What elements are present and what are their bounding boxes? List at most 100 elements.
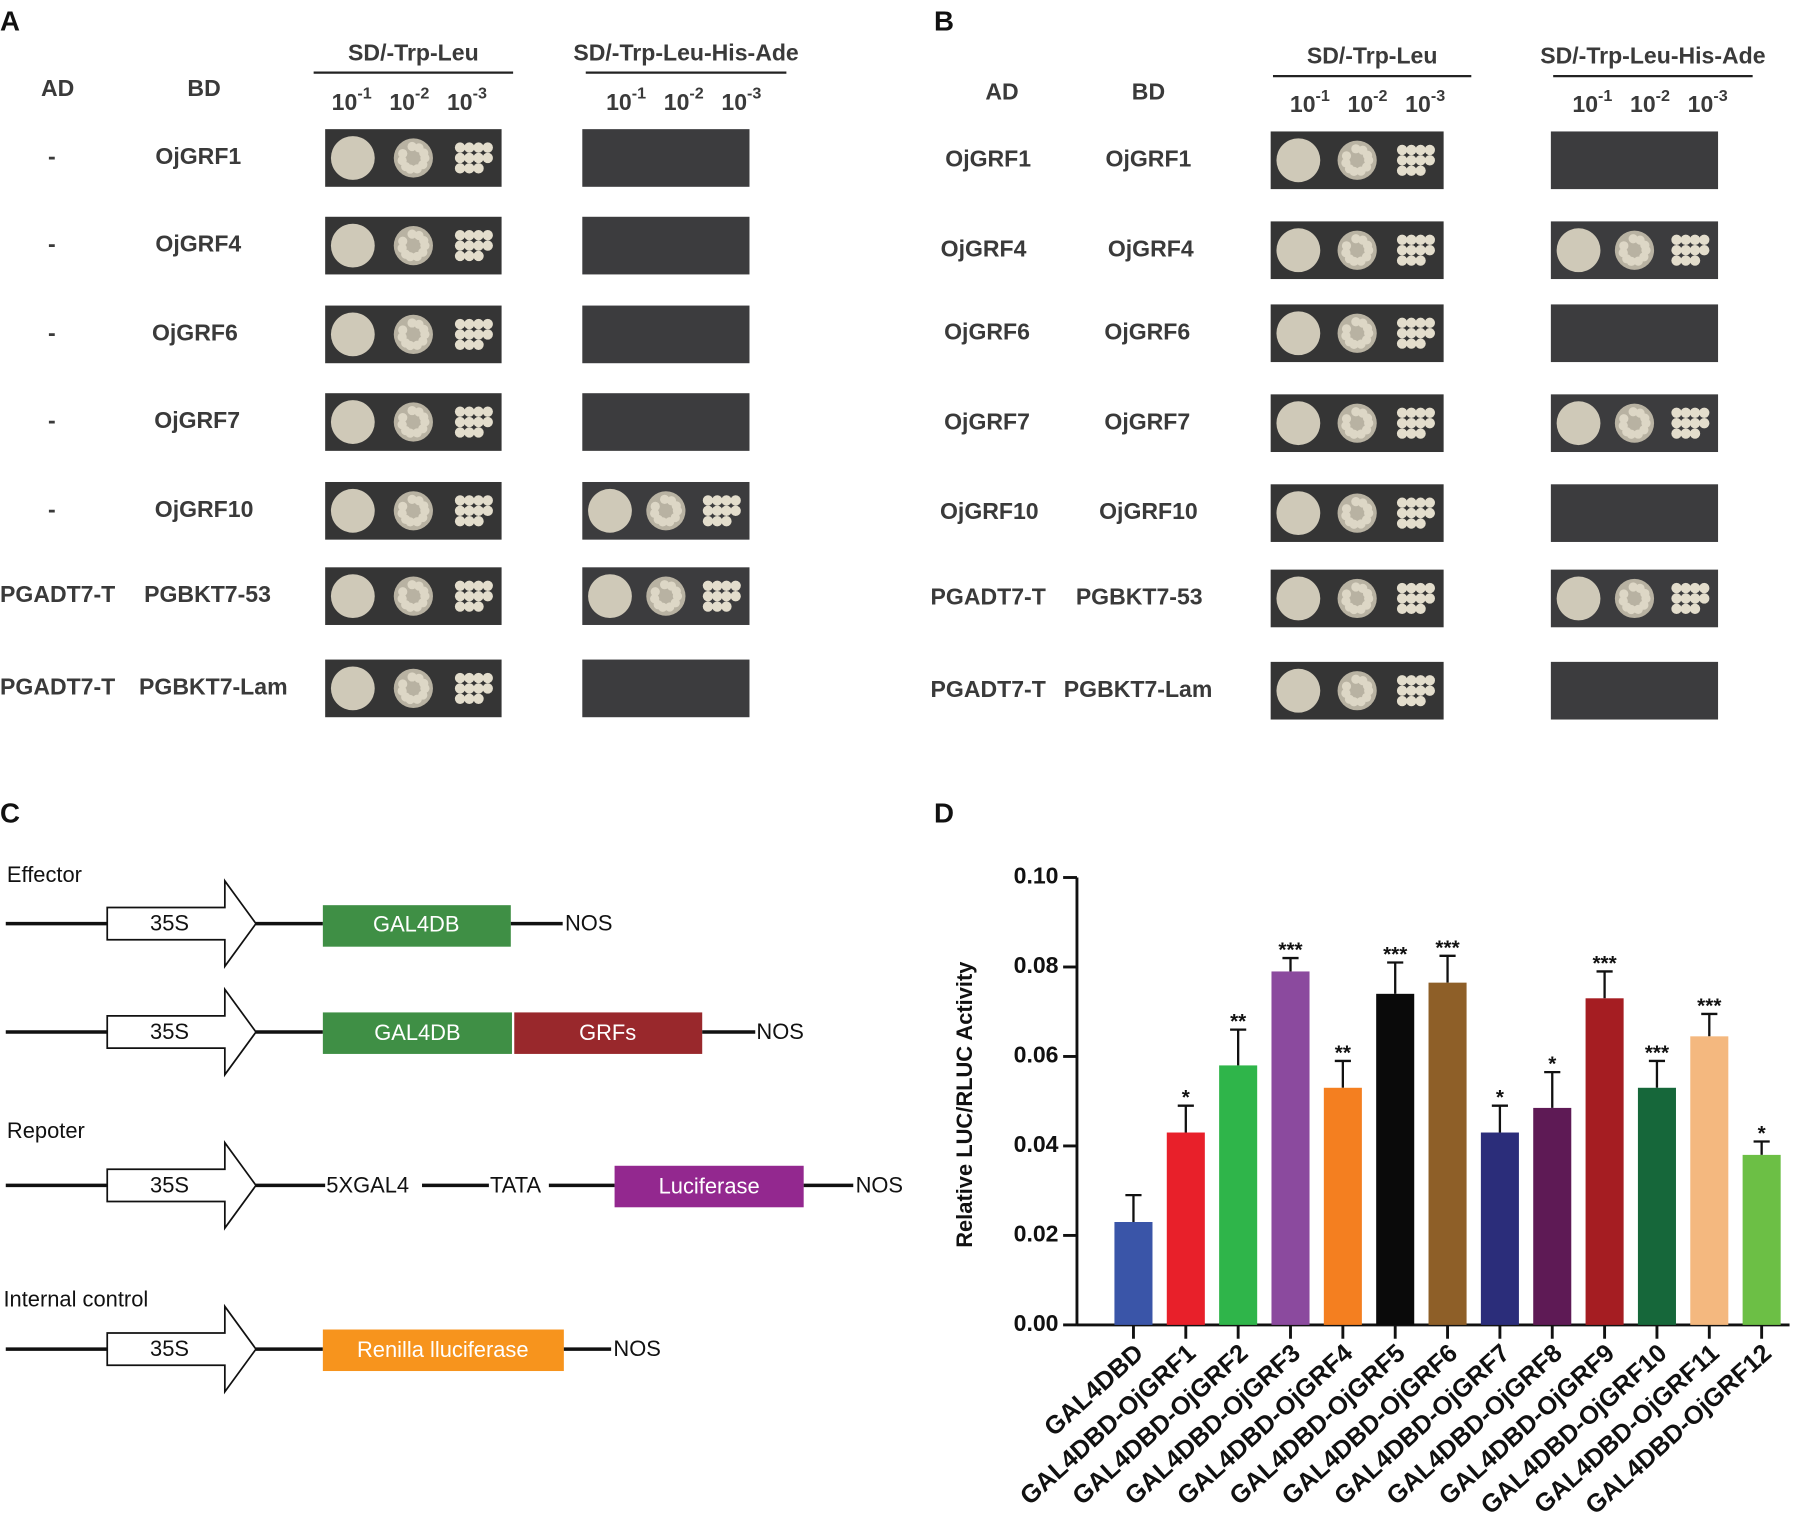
column-header: BD [187,75,220,101]
element: TATA [490,1172,541,1197]
bd-construct: PGBKT7-Lam [1064,676,1213,702]
colony [454,505,466,517]
colony [1356,166,1366,176]
colony [473,516,484,527]
colony [397,243,407,253]
colony [1341,151,1352,161]
dilution-exponent: -2 [415,85,429,103]
colony [405,428,415,438]
gene-label: GAL4DB [374,1020,460,1045]
colony [473,672,484,684]
dilution-label: 10-3 [1688,87,1728,117]
colony [482,505,493,517]
colony [702,601,714,612]
colony [1618,421,1628,431]
colony [464,516,475,527]
colony [1415,603,1426,615]
colony [1349,519,1359,529]
colony [1633,604,1643,614]
dilution-label: 10-2 [389,85,429,115]
colony [650,587,660,597]
colony [1680,428,1691,439]
colony [1396,338,1408,349]
dilution-base: 10 [1688,91,1714,117]
plate-image [1550,661,1719,720]
colony [1406,165,1417,176]
colony [1341,589,1352,599]
colony [1406,234,1417,246]
section-title: Effector [7,862,82,887]
colony [473,601,484,612]
colony [1424,144,1435,156]
colony [464,406,475,417]
colony [464,329,475,340]
colony [454,240,466,251]
colony [397,508,407,519]
plate-image [582,305,750,364]
colony [454,339,466,350]
colony [730,580,741,591]
colony [407,672,417,682]
colony [398,325,408,335]
colony [1628,582,1638,592]
column-header: AD [41,75,74,101]
colony [464,142,475,153]
dilution-label: 10-3 [447,85,487,115]
significance-label: *** [1697,995,1722,1018]
colony [482,672,493,684]
gene-box [322,905,511,947]
colony [1351,407,1361,417]
colony [454,495,466,506]
colony [1415,695,1426,707]
bar [1637,1087,1676,1325]
colony [1406,685,1417,696]
bar [1533,1107,1572,1325]
colony [1396,165,1408,176]
colony [1349,256,1359,266]
colony [482,142,493,153]
colony [464,495,475,506]
colony [482,406,493,417]
colony [405,252,415,262]
colony [1396,695,1408,707]
colony [405,164,415,174]
colony [1341,331,1351,341]
colony [1396,155,1408,166]
y-tick-label: 0.06 [1014,1042,1059,1068]
colony-spot [1556,228,1601,273]
colony [419,235,429,246]
colony [398,679,408,689]
colony [1689,407,1701,418]
colony [473,240,484,251]
gene-box [322,1329,564,1372]
colony-spot [1276,401,1321,446]
colony [1349,604,1359,615]
colony [1415,582,1426,594]
colony [1406,245,1417,256]
colony-spot [1276,311,1321,356]
colony [473,339,484,350]
bd-construct: OjGRF10 [155,496,254,522]
ad-construct: OjGRF10 [940,498,1039,524]
colony [473,505,484,517]
bd-construct: PGBKT7-53 [144,581,271,607]
colony [454,427,466,438]
bar [1690,1036,1729,1325]
colony [1619,414,1629,424]
dilution-base: 10 [721,89,747,115]
colony [1415,144,1426,156]
colony [1680,582,1691,594]
colony [473,427,484,438]
colony [1671,255,1682,266]
bd-construct: PGBKT7-Lam [139,673,288,699]
colony [1396,603,1408,615]
colony [464,163,475,174]
colony-spot [330,666,375,711]
colony [405,340,415,351]
colony [1415,507,1426,519]
dilution-exponent: -1 [1316,87,1330,105]
colony [1689,428,1701,439]
dilution-label: 10-1 [1290,87,1330,117]
colony [464,580,475,591]
